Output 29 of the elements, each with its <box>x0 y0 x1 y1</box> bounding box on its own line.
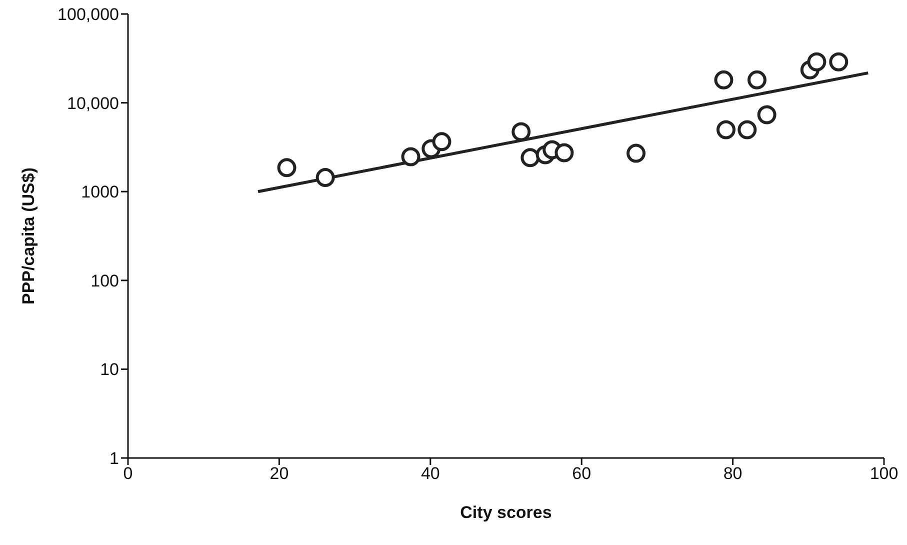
y-tick-label: 100 <box>90 271 119 290</box>
y-tick-label: 10,000 <box>67 94 119 113</box>
point <box>716 120 736 140</box>
point <box>520 148 540 168</box>
y-tick-label: 10 <box>100 360 119 380</box>
point <box>714 70 734 90</box>
x-axis-title: City scores <box>460 503 552 522</box>
y-tick-label: 1 <box>110 449 119 468</box>
y-tick-label: 1000 <box>81 182 119 202</box>
point <box>512 122 531 142</box>
point <box>316 168 335 188</box>
point <box>626 144 646 163</box>
x-tick-label: 0 <box>123 464 133 484</box>
point <box>554 143 574 162</box>
y-axis-title: PPP/capita (US$) <box>19 168 38 304</box>
point <box>757 105 776 124</box>
y-tick-label: 100,000 <box>58 5 119 24</box>
point <box>432 132 452 152</box>
point <box>277 158 296 178</box>
x-tick-label: 100 <box>870 464 898 484</box>
point <box>747 70 766 90</box>
x-tick-label: 80 <box>723 464 742 484</box>
point <box>738 120 757 140</box>
point <box>807 52 826 72</box>
x-tick-label: 20 <box>270 464 289 484</box>
x-tick-label: 60 <box>572 464 592 484</box>
point <box>829 52 848 72</box>
point <box>401 147 420 166</box>
x-tick-label: 40 <box>420 464 440 484</box>
